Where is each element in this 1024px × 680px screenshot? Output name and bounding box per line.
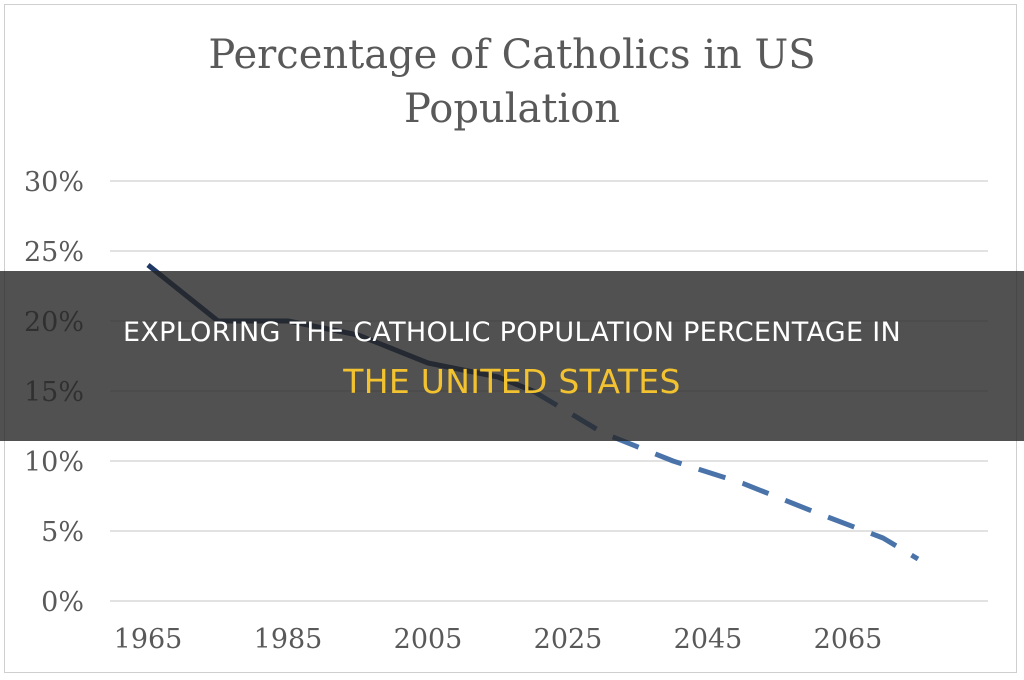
headline: EXPLORING THE CATHOLIC POPULATION PERCEN… (0, 308, 1024, 406)
x-tick-label: 1965 (114, 624, 183, 655)
chart-title-line-2: Population (403, 86, 621, 132)
x-tick-label: 2005 (394, 624, 463, 655)
x-tick-label: 1985 (254, 624, 323, 655)
chart-title-line-1: Percentage of Catholics in US (208, 32, 816, 78)
y-tick-label: 5% (41, 517, 84, 548)
x-tick-label: 2065 (814, 624, 883, 655)
x-tick-label: 2045 (674, 624, 743, 655)
x-tick-label: 2025 (534, 624, 603, 655)
headline-banner (0, 271, 1024, 441)
y-tick-label: 0% (41, 587, 84, 618)
chart-title: Percentage of Catholics in US Population (0, 28, 1024, 136)
headline-line-1: EXPLORING THE CATHOLIC POPULATION PERCEN… (123, 317, 901, 348)
y-tick-label: 30% (24, 167, 84, 198)
headline-line-2: THE UNITED STATES (343, 362, 681, 401)
y-tick-label: 10% (24, 447, 84, 478)
y-tick-label: 25% (24, 237, 84, 268)
